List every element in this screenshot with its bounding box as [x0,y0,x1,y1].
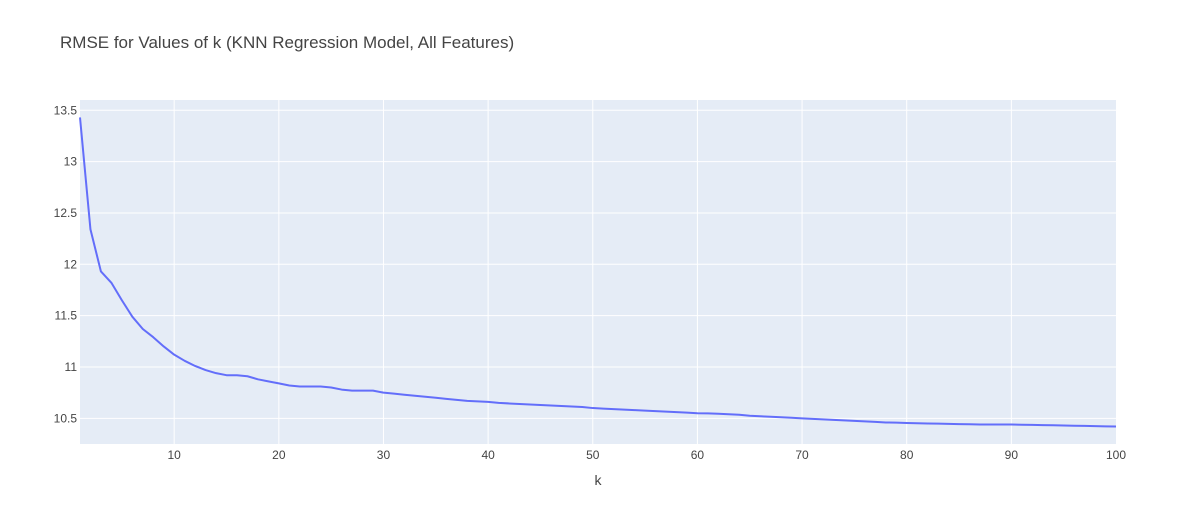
rmse-line [79,117,1117,428]
x-tick-label: 80 [900,448,914,462]
x-axis-ticks: 10 20 30 40 50 60 70 80 90 100 [168,448,1127,462]
x-tick-label: 10 [168,448,182,462]
x-tick-label: 40 [481,448,495,462]
y-tick-label: 10.5 [54,411,78,425]
y-tick-label: 12.5 [54,206,78,220]
y-tick-label: 11 [65,360,78,374]
y-tick-label: 11.5 [55,309,78,323]
x-tick-label: 50 [586,448,600,462]
x-tick-label: 60 [691,448,705,462]
y-tick-label: 12 [64,257,78,271]
y-gridlines [80,109,1116,419]
y-tick-label: 13 [64,155,78,169]
y-tick-label: 13.5 [54,103,78,117]
x-gridlines [173,100,1012,444]
x-tick-label: 100 [1106,448,1126,462]
x-axis-title: k [595,472,603,488]
y-axis-ticks: 10.5 11 11.5 12 12.5 13 13.5 [54,103,78,425]
x-tick-label: 90 [1005,448,1019,462]
x-tick-label: 20 [272,448,286,462]
chart-title: RMSE for Values of k (KNN Regression Mod… [60,33,515,52]
x-tick-label: 70 [795,448,809,462]
plot-area [80,100,1116,444]
x-tick-label: 30 [377,448,391,462]
